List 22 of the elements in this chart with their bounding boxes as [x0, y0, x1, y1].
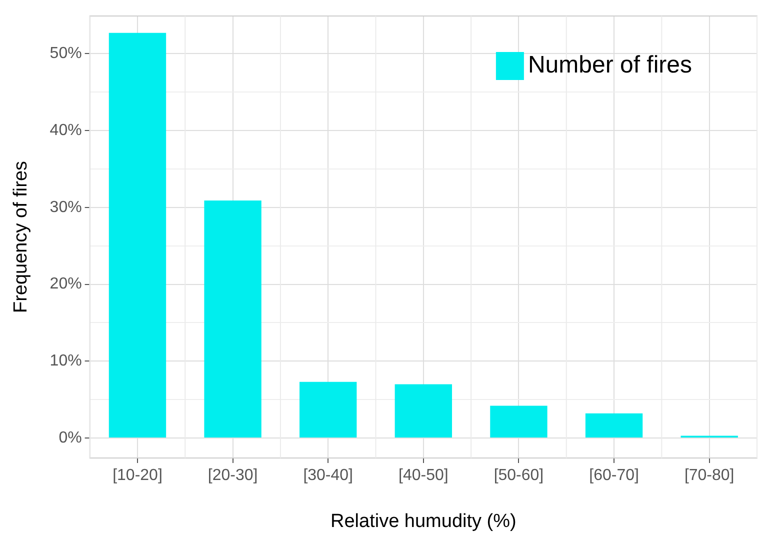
y-tick-label: 30% — [50, 198, 82, 216]
y-tick-label: 40% — [50, 122, 82, 139]
x-tick-label: [40-50] — [398, 467, 448, 484]
bar — [108, 32, 166, 438]
y-tick-label: 10% — [50, 352, 82, 370]
bar — [204, 200, 262, 438]
x-tick-label: [60-70] — [589, 467, 639, 484]
bar — [585, 413, 643, 438]
x-tick-label: [20-30] — [208, 467, 258, 484]
legend-label: Number of fires — [528, 52, 692, 79]
bar — [490, 406, 548, 438]
y-axis-title: Frequency of fires — [10, 160, 32, 314]
x-tick-label: [50-60] — [494, 467, 544, 484]
x-tick-label: [30-40] — [303, 467, 354, 484]
y-tick-label: 20% — [50, 276, 82, 293]
x-tick-label: [70-80] — [684, 467, 734, 484]
y-tick-label: 0% — [58, 429, 82, 446]
x-tick-label: [10-20] — [112, 467, 162, 484]
bar — [300, 382, 357, 438]
y-tick-label: 50% — [50, 45, 82, 62]
bar — [394, 384, 452, 438]
x-axis-title: Relative humudity (%) — [330, 510, 516, 532]
